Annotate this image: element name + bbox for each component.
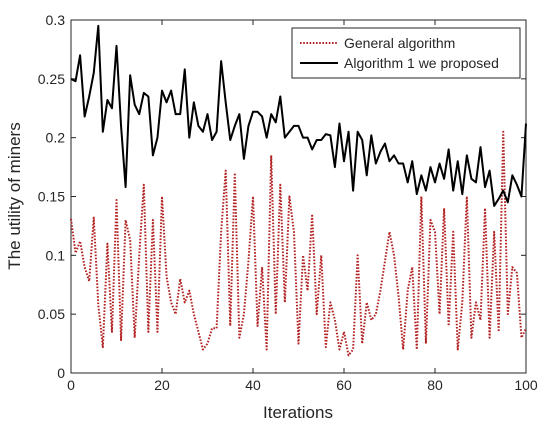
x-tick-label: 100: [514, 377, 538, 393]
y-tick-label: 0.15: [38, 189, 65, 205]
y-axis-label: The utility of miners: [5, 122, 24, 269]
x-tick-label: 40: [245, 377, 261, 393]
series-layer: [70, 24, 527, 357]
y-tick-label: 0: [57, 365, 65, 381]
y-tick-label: 0.2: [46, 130, 66, 146]
x-tick-label: 0: [67, 377, 75, 393]
y-tick-label: 0.3: [46, 12, 66, 28]
legend-box: [291, 27, 521, 79]
legend-label-algorithm1: Algorithm 1 we proposed: [344, 55, 499, 71]
x-tick-label: 80: [427, 377, 443, 393]
x-tick-label: 60: [336, 377, 352, 393]
x-axis-label: Iterations: [263, 403, 333, 422]
legend-label-general: General algorithm: [344, 35, 455, 51]
series-line-algorithm-1: [70, 24, 527, 207]
y-tick-label: 0.25: [38, 71, 65, 87]
axis-ticks: 0 20 40 60 80 100 0 0.05 0.1 0.15 0.2 0.25 0.3: [38, 12, 538, 393]
x-tick-label: 20: [154, 377, 170, 393]
legend: General algorithm Algorithm 1 we propose…: [291, 27, 521, 79]
y-tick-label: 0.05: [38, 306, 65, 322]
series-line-general-algorithm: [70, 130, 527, 357]
y-tick-label: 0.1: [46, 247, 66, 263]
